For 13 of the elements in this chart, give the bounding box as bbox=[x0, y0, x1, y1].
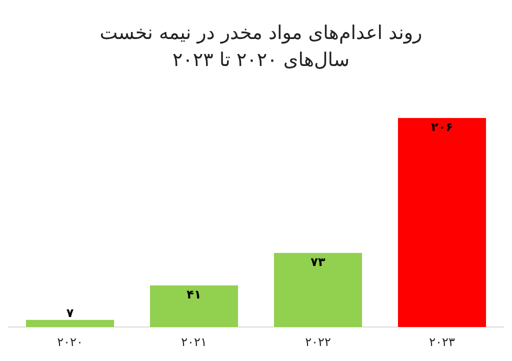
data-label: ۲۰۶ bbox=[431, 120, 453, 134]
x-tick-label: ۲۰۲۰ bbox=[57, 335, 83, 349]
bar bbox=[150, 285, 238, 327]
bar bbox=[26, 320, 114, 327]
chart-title: روند اعدام‌های مواد مخدر در نیمه نخست سال‌های ۲۰۲۰ تا ۲۰۲۳ bbox=[98, 21, 424, 73]
x-tick-label: ۲۰۲۱ bbox=[181, 335, 207, 349]
data-label: ۷ bbox=[66, 306, 74, 320]
x-tick-label: ۲۰۲۲ bbox=[305, 335, 331, 349]
bar bbox=[274, 252, 362, 327]
data-label: ۷۳ bbox=[310, 254, 326, 269]
data-label: ۴۱ bbox=[186, 287, 202, 302]
bar bbox=[398, 118, 486, 327]
x-tick-label: ۲۰۲۳ bbox=[429, 335, 456, 349]
